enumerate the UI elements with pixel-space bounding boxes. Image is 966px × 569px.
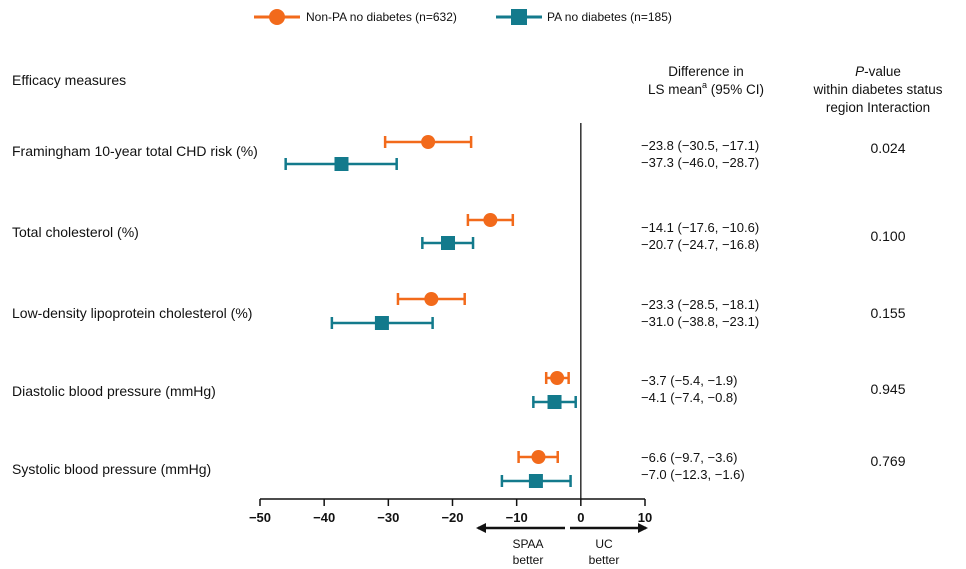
- x-tick-label: −20: [441, 510, 463, 525]
- legend-swatch-marker-nonpa: [269, 9, 285, 25]
- x-tick-label: 10: [638, 510, 652, 525]
- legend-label-nonpa: Non-PA no diabetes (n=632): [306, 10, 457, 24]
- annotation-spaa: SPAA: [512, 537, 543, 551]
- annotation-uc: UC: [595, 537, 613, 551]
- row-total-cholesterol: Total cholesterol (%) −14.1 (−17.6, −10.…: [12, 220, 906, 252]
- header-difference-ci: (95% CI): [707, 82, 764, 97]
- row-label: Low-density lipoprotein cholesterol (%): [12, 305, 252, 321]
- header-pvalue-p: P: [855, 64, 864, 79]
- ci-text-nonpa: −6.6 (−9.7, −3.6): [641, 450, 737, 465]
- point-estimate-nonpa: [424, 292, 439, 306]
- header-pvalue-line2: within diabetes status: [812, 82, 942, 97]
- x-tick-label: −40: [313, 510, 335, 525]
- point-estimate-pa: [528, 474, 543, 488]
- row-label: Total cholesterol (%): [12, 224, 139, 240]
- plot-area: −50 −40 −30 −20 −10 0 10: [249, 123, 652, 525]
- header-measures: Efficacy measures: [12, 72, 126, 88]
- x-tick-label: −30: [377, 510, 399, 525]
- annotation-uc-better: better: [589, 553, 620, 567]
- legend-swatch-marker-pa: [511, 9, 527, 25]
- row-systolic-bp: Systolic blood pressure (mmHg) −6.6 (−9.…: [12, 450, 906, 482]
- header-difference-line1: Difference in: [668, 64, 744, 79]
- legend-label-pa: PA no diabetes (n=185): [547, 10, 672, 24]
- header-difference-superscript: a: [702, 80, 707, 90]
- point-estimate-pa: [547, 395, 562, 409]
- legend: Non-PA no diabetes (n=632) PA no diabete…: [254, 9, 672, 25]
- pvalue: 0.100: [870, 228, 905, 244]
- ci-text-pa: −37.3 (−46.0, −28.7): [641, 155, 759, 170]
- point-estimate-nonpa: [531, 450, 546, 464]
- ci-text-nonpa: −3.7 (−5.4, −1.9): [641, 373, 737, 388]
- ci-text-pa: −31.0 (−38.8, −23.1): [641, 314, 759, 329]
- row-label: Systolic blood pressure (mmHg): [12, 461, 211, 477]
- row-framingham: Framingham 10-year total CHD risk (%) −2…: [12, 138, 906, 170]
- point-estimate-pa: [374, 316, 389, 330]
- ci-text-pa: −4.1 (−7.4, −0.8): [641, 390, 737, 405]
- pvalue: 0.155: [870, 305, 905, 321]
- ci-text-pa: −7.0 (−12.3, −1.6): [641, 467, 745, 482]
- header-pvalue-line1: P-value: [855, 64, 901, 79]
- legend-item-pa: PA no diabetes (n=185): [496, 9, 672, 25]
- header-pvalue-rest: -value: [864, 64, 901, 79]
- legend-item-nonpa: Non-PA no diabetes (n=632): [254, 9, 457, 25]
- row-ldl-cholesterol: Low-density lipoprotein cholesterol (%) …: [12, 297, 906, 329]
- point-estimate-nonpa: [421, 135, 436, 149]
- annotation-spaa-better: better: [513, 553, 544, 567]
- direction-arrows: SPAA better UC better: [476, 523, 648, 567]
- row-diastolic-bp: Diastolic blood pressure (mmHg) −3.7 (−5…: [12, 373, 906, 405]
- point-estimate-pa: [334, 157, 349, 171]
- point-estimate-nonpa: [483, 213, 498, 227]
- ci-text-pa: −20.7 (−24.7, −16.8): [641, 237, 759, 252]
- x-tick-label: −50: [249, 510, 271, 525]
- pvalue: 0.769: [870, 453, 905, 469]
- row-label: Diastolic blood pressure (mmHg): [12, 383, 216, 399]
- pvalue: 0.945: [870, 381, 905, 397]
- pvalue: 0.024: [870, 140, 905, 156]
- x-tick-label: 0: [577, 510, 584, 525]
- header-difference-line2: LS meana (95% CI): [648, 80, 764, 97]
- point-estimate-nonpa: [550, 371, 565, 385]
- row-label: Framingham 10-year total CHD risk (%): [12, 143, 258, 159]
- ci-text-nonpa: −23.8 (−30.5, −17.1): [641, 138, 759, 153]
- point-estimate-pa: [441, 236, 456, 250]
- header-pvalue-line3: region Interaction: [826, 100, 930, 115]
- ci-text-nonpa: −23.3 (−28.5, −18.1): [641, 297, 759, 312]
- ci-text-nonpa: −14.1 (−17.6, −10.6): [641, 220, 759, 235]
- x-tick-label: −10: [506, 510, 528, 525]
- header-difference-ls-mean: LS mean: [648, 82, 702, 97]
